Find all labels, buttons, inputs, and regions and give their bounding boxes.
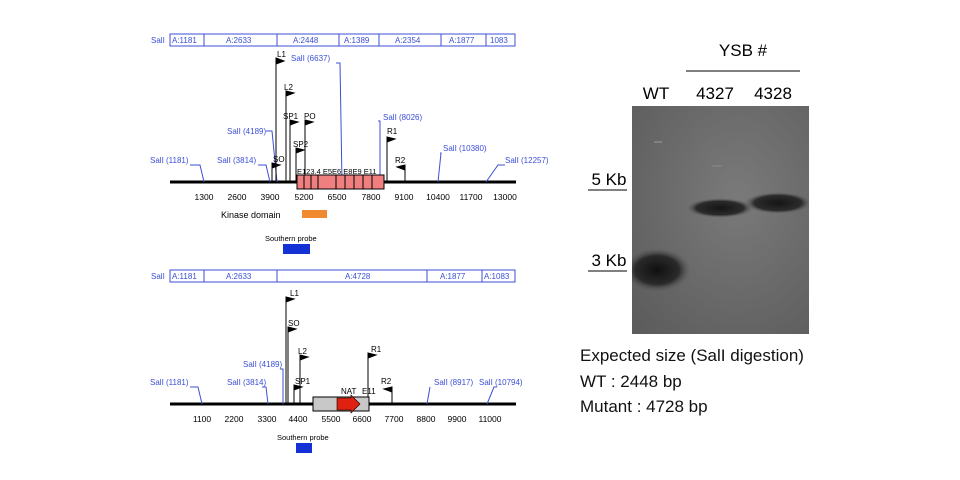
- bottom-axis-tick: 2200: [225, 414, 244, 424]
- bottom-seg-label: A:2633: [226, 272, 252, 281]
- top-primer-label: R1: [387, 127, 398, 136]
- bottom-axis-tick: 11000: [478, 414, 501, 424]
- top-gene-body: [296, 174, 385, 190]
- top-seg-label: 1083: [490, 36, 508, 45]
- top-seg-label: A:1389: [344, 36, 370, 45]
- top-primer-label: PO: [304, 112, 316, 121]
- marker-5kb: 5 Kb: [592, 170, 627, 189]
- bottom-axis-tick: 1100: [193, 414, 212, 424]
- top-probe-label: Southern probe: [265, 234, 317, 243]
- strain-header: YSB #: [719, 41, 768, 60]
- e11-label: E11: [362, 387, 376, 396]
- caption-mutant-size: Mutant : 4728 bp: [580, 397, 708, 416]
- bottom-axis-tick: 7700: [385, 414, 404, 424]
- caption-wt-size: WT : 2448 bp: [580, 372, 682, 391]
- bottom-seg-label: A:1181: [172, 272, 197, 281]
- bottom-axis-tick: 6600: [353, 414, 372, 424]
- top-sal-site: SalI (10380): [443, 144, 487, 153]
- bottom-primer-label: SP1: [295, 377, 311, 386]
- top-primer-label: SO: [273, 155, 285, 164]
- bottom-restriction-map: SalI A:1181 A:2633 A:4728 A:1877 A:1083 …: [150, 269, 523, 453]
- top-sal-site: SalI (4189): [227, 127, 266, 136]
- top-sal-site: SalI (12257): [505, 156, 549, 165]
- top-exon-labels: E123.4 E5E6 E8E9 E11: [297, 167, 377, 176]
- bottom-sal-site: SalI (1181): [150, 378, 189, 387]
- bottom-seg-label: A:1877: [440, 272, 466, 281]
- top-axis-tick: 9100: [395, 192, 414, 202]
- top-primer-label: L2: [284, 83, 293, 92]
- top-axis-tick: 10400: [426, 192, 450, 202]
- lane-label: 4327: [696, 84, 734, 103]
- top-seg-label: A:2448: [293, 36, 319, 45]
- top-seg-label: A:2633: [226, 36, 252, 45]
- top-sal-site: SalI (3814): [217, 156, 256, 165]
- caption-expected-size: Expected size (SalI digestion): [580, 346, 804, 365]
- kinase-domain-label: Kinase domain: [221, 210, 281, 220]
- top-axis-tick: 1300: [195, 192, 214, 202]
- top-primer-label: R2: [395, 156, 406, 165]
- bottom-sal-site: SalI (8917): [434, 378, 473, 387]
- bottom-sal-site: SalI (3814): [227, 378, 266, 387]
- top-axis-tick: 7800: [362, 192, 381, 202]
- top-southern-probe: [283, 244, 310, 254]
- top-primer-label: SP2: [293, 140, 309, 149]
- mutant-band-4327: [686, 198, 754, 218]
- top-axis-tick: 2600: [228, 192, 247, 202]
- top-restriction-map: SalI A:1181 A:2633 A:2448 A:1389 A:2354 …: [150, 33, 549, 254]
- bottom-primer-label: R2: [381, 377, 392, 386]
- bottom-axis-tick: 3300: [258, 414, 277, 424]
- bottom-axis-tick: 4400: [289, 414, 308, 424]
- marker-3kb: 3 Kb: [592, 251, 627, 270]
- lane-label: 4328: [754, 84, 792, 103]
- top-axis-tick: 11700: [459, 192, 482, 202]
- bottom-seg-label: A:1083: [484, 272, 510, 281]
- bottom-primer-label: SO: [288, 319, 300, 328]
- top-axis-tick: 6500: [328, 192, 347, 202]
- top-sal-site: SalI (8026): [383, 113, 422, 122]
- top-seg-label: A:1181: [172, 36, 197, 45]
- top-seg-label: A:2354: [395, 36, 421, 45]
- top-seg-label: A:1877: [449, 36, 475, 45]
- top-segment-bar: [169, 33, 516, 47]
- bottom-sal-site: SalI (10794): [479, 378, 523, 387]
- blot-header: YSB # WT 4327 4328 5 Kb 3 Kb: [588, 41, 800, 272]
- top-axis-tick: 13000: [493, 192, 517, 202]
- top-axis: 1300 2600 3900 5200 6500 7800 9100 10400…: [195, 192, 518, 202]
- top-sal-site: SalI (6637): [291, 54, 330, 63]
- bottom-primer-label: L1: [290, 289, 299, 298]
- top-axis-tick: 3900: [261, 192, 280, 202]
- bottom-axis-tick: 9900: [448, 414, 467, 424]
- bottom-southern-probe: [296, 443, 312, 453]
- bottom-segment-bar: [169, 269, 516, 283]
- bottom-axis-tick: 8800: [417, 414, 436, 424]
- bottom-axis: 1100 2200 3300 4400 5500 6600 7700 8800 …: [193, 414, 502, 424]
- top-sal-site: SalI (1181): [150, 156, 189, 165]
- kinase-domain-bar: [302, 210, 327, 218]
- bottom-primer-label: R1: [371, 345, 382, 354]
- bottom-seg-label: A:4728: [345, 272, 371, 281]
- bottom-seg-label: SalI: [151, 272, 165, 281]
- top-axis-tick: 5200: [295, 192, 314, 202]
- top-seg-label: SalI: [151, 36, 165, 45]
- bottom-axis-tick: 5500: [322, 414, 341, 424]
- wt-band: [632, 248, 691, 292]
- nat-label: NAT: [341, 387, 357, 396]
- bottom-sal-site: SalI (4189): [243, 360, 282, 369]
- blot-graphic: [632, 106, 809, 334]
- bottom-primer-label: L2: [298, 347, 307, 356]
- southern-blot-image: [632, 106, 809, 334]
- bottom-probe-label: Southern probe: [277, 433, 329, 442]
- nat-arrow-icon: [336, 394, 361, 414]
- top-primer-label: L1: [277, 50, 286, 59]
- lane-label: WT: [643, 84, 669, 103]
- top-primer-label: SP1: [283, 112, 299, 121]
- mutant-band-4328: [744, 192, 809, 214]
